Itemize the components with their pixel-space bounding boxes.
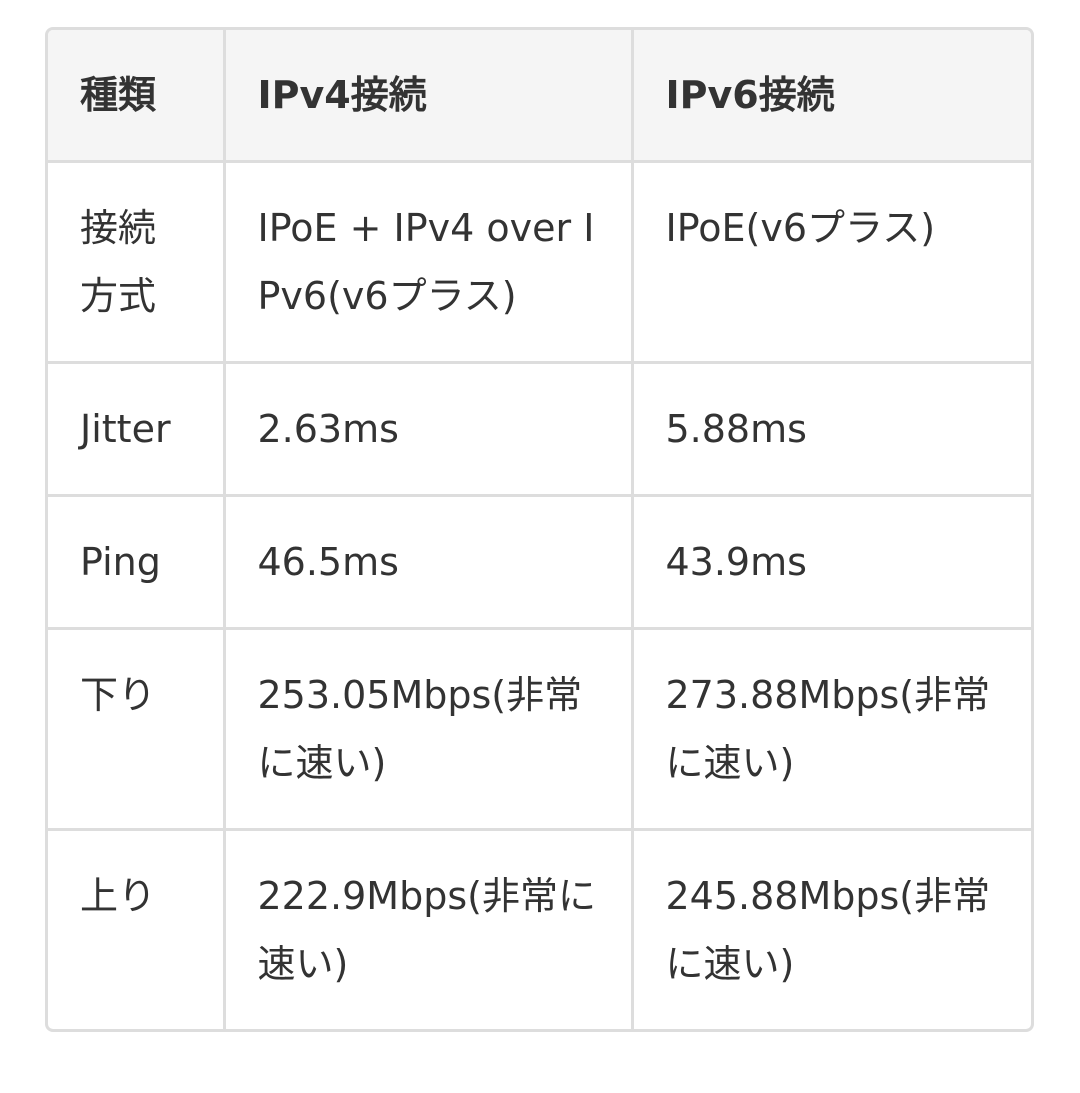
row-label: 接続方式 bbox=[48, 161, 226, 364]
header-cell: 種類 bbox=[48, 30, 226, 163]
header-row: 種類 IPv4接続 IPv6接続 bbox=[48, 30, 1031, 163]
table-cell: IPoE(v6プラス) bbox=[630, 161, 1031, 364]
row-label: Ping bbox=[48, 494, 226, 630]
table-cell: 253.05Mbps(非常に速い) bbox=[222, 627, 634, 831]
table-cell: 43.9ms bbox=[630, 494, 1031, 630]
table-row: 接続方式 IPoE + IPv4 over IPv6(v6プラス) IPoE(v6プ… bbox=[48, 161, 1031, 364]
table-cell: 273.88Mbps(非常に速い) bbox=[630, 627, 1031, 831]
table-header: 種類 IPv4接続 IPv6接続 bbox=[48, 30, 1031, 163]
comparison-table: 種類 IPv4接続 IPv6接続 接続方式 IPoE + IPv4 over IP… bbox=[48, 30, 1031, 1029]
table-cell: 5.88ms bbox=[630, 361, 1031, 497]
header-cell: IPv4接続 bbox=[222, 30, 634, 163]
table-row: 下り 253.05Mbps(非常に速い) 273.88Mbps(非常に速い) bbox=[48, 627, 1031, 831]
table-container: 種類 IPv4接続 IPv6接続 接続方式 IPoE + IPv4 over IP… bbox=[45, 27, 1034, 1032]
header-cell: IPv6接続 bbox=[630, 30, 1031, 163]
table-cell: 245.88Mbps(非常に速い) bbox=[630, 828, 1031, 1029]
table-cell: 2.63ms bbox=[222, 361, 634, 497]
table-row: 上り 222.9Mbps(非常に速い) 245.88Mbps(非常に速い) bbox=[48, 828, 1031, 1029]
table-cell: 222.9Mbps(非常に速い) bbox=[222, 828, 634, 1029]
table-row: Ping 46.5ms 43.9ms bbox=[48, 494, 1031, 630]
table-body: 接続方式 IPoE + IPv4 over IPv6(v6プラス) IPoE(v6プ… bbox=[48, 161, 1031, 1029]
row-label: Jitter bbox=[48, 361, 226, 497]
table-cell: 46.5ms bbox=[222, 494, 634, 630]
row-label: 下り bbox=[48, 627, 226, 831]
row-label: 上り bbox=[48, 828, 226, 1029]
table-row: Jitter 2.63ms 5.88ms bbox=[48, 361, 1031, 497]
table-cell: IPoE + IPv4 over IPv6(v6プラス) bbox=[222, 161, 634, 364]
